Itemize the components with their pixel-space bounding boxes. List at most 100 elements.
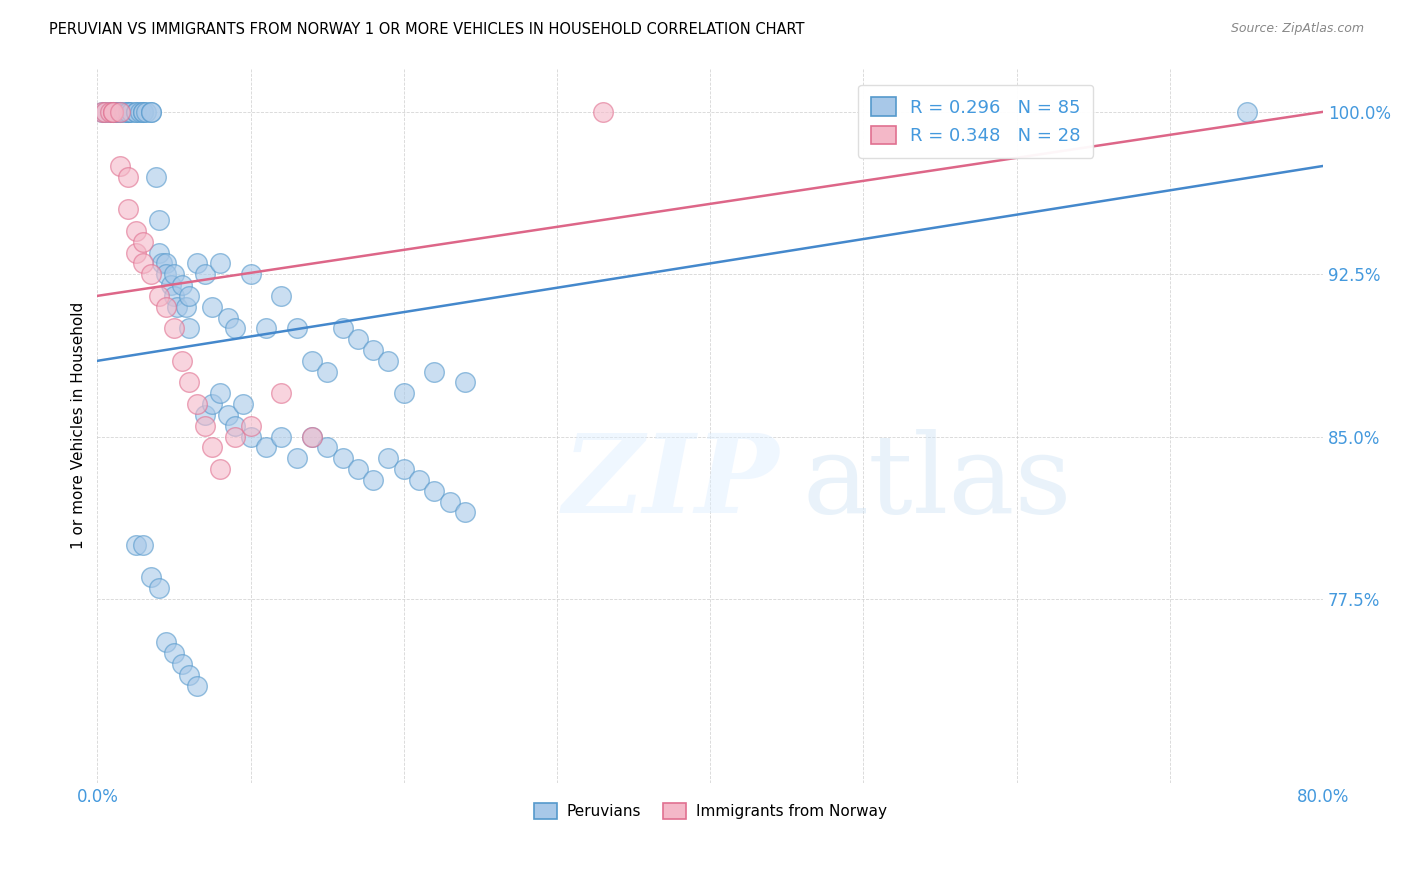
Point — [135, 104, 157, 119]
Point — [392, 386, 415, 401]
Point — [91, 104, 114, 119]
Point — [91, 104, 114, 119]
Point — [148, 581, 170, 595]
Point — [179, 376, 201, 390]
Point — [170, 278, 193, 293]
Point — [254, 321, 277, 335]
Legend: Peruvians, Immigrants from Norway: Peruvians, Immigrants from Norway — [527, 797, 893, 825]
Point — [132, 104, 155, 119]
Point — [332, 451, 354, 466]
Point — [186, 679, 208, 693]
Point — [117, 104, 139, 119]
Point — [104, 104, 127, 119]
Point — [163, 289, 186, 303]
Point — [117, 169, 139, 184]
Point — [132, 538, 155, 552]
Point — [124, 245, 146, 260]
Point — [148, 245, 170, 260]
Point — [101, 104, 124, 119]
Point — [186, 256, 208, 270]
Point — [254, 441, 277, 455]
Point — [155, 256, 177, 270]
Text: PERUVIAN VS IMMIGRANTS FROM NORWAY 1 OR MORE VEHICLES IN HOUSEHOLD CORRELATION C: PERUVIAN VS IMMIGRANTS FROM NORWAY 1 OR … — [49, 22, 804, 37]
Point — [408, 473, 430, 487]
Point — [163, 321, 186, 335]
Point — [117, 104, 139, 119]
Point — [150, 256, 173, 270]
Y-axis label: 1 or more Vehicles in Household: 1 or more Vehicles in Household — [72, 302, 86, 549]
Point — [124, 104, 146, 119]
Point — [232, 397, 254, 411]
Point — [316, 441, 339, 455]
Point — [163, 646, 186, 660]
Point — [270, 289, 292, 303]
Point — [129, 104, 152, 119]
Point — [332, 321, 354, 335]
Point — [163, 267, 186, 281]
Point — [124, 224, 146, 238]
Point — [98, 104, 121, 119]
Point — [224, 321, 246, 335]
Point — [117, 104, 139, 119]
Point — [110, 104, 132, 119]
Point — [194, 408, 217, 422]
Point — [110, 159, 132, 173]
Point — [347, 462, 370, 476]
Point — [270, 429, 292, 443]
Point — [114, 104, 136, 119]
Point — [201, 397, 224, 411]
Point — [377, 451, 399, 466]
Point — [145, 169, 167, 184]
Point — [239, 429, 262, 443]
Point — [155, 300, 177, 314]
Point — [377, 354, 399, 368]
Point — [301, 429, 323, 443]
Point — [155, 267, 177, 281]
Point — [454, 376, 477, 390]
Point — [132, 256, 155, 270]
Point — [208, 256, 231, 270]
Point — [454, 505, 477, 519]
Point — [110, 104, 132, 119]
Point — [179, 289, 201, 303]
Point — [117, 202, 139, 217]
Point — [120, 104, 142, 119]
Point — [174, 300, 197, 314]
Point — [101, 104, 124, 119]
Point — [155, 635, 177, 649]
Point — [110, 104, 132, 119]
Point — [170, 657, 193, 671]
Point — [179, 667, 201, 681]
Point — [208, 386, 231, 401]
Point — [301, 429, 323, 443]
Point — [201, 300, 224, 314]
Point — [124, 104, 146, 119]
Point — [170, 354, 193, 368]
Point — [139, 104, 162, 119]
Point — [347, 332, 370, 346]
Point — [224, 429, 246, 443]
Point — [239, 267, 262, 281]
Point — [139, 570, 162, 584]
Point — [179, 321, 201, 335]
Point — [361, 343, 384, 357]
Point — [166, 300, 188, 314]
Point — [316, 365, 339, 379]
Point — [270, 386, 292, 401]
Point — [94, 104, 117, 119]
Point — [101, 104, 124, 119]
Point — [208, 462, 231, 476]
Point — [439, 494, 461, 508]
Point — [148, 289, 170, 303]
Point — [139, 267, 162, 281]
Point — [94, 104, 117, 119]
Point — [139, 104, 162, 119]
Point — [301, 354, 323, 368]
Point — [1236, 104, 1258, 119]
Point — [132, 104, 155, 119]
Point — [98, 104, 121, 119]
Text: atlas: atlas — [803, 429, 1071, 536]
Point — [217, 310, 239, 325]
Point — [285, 321, 308, 335]
Point — [423, 483, 446, 498]
